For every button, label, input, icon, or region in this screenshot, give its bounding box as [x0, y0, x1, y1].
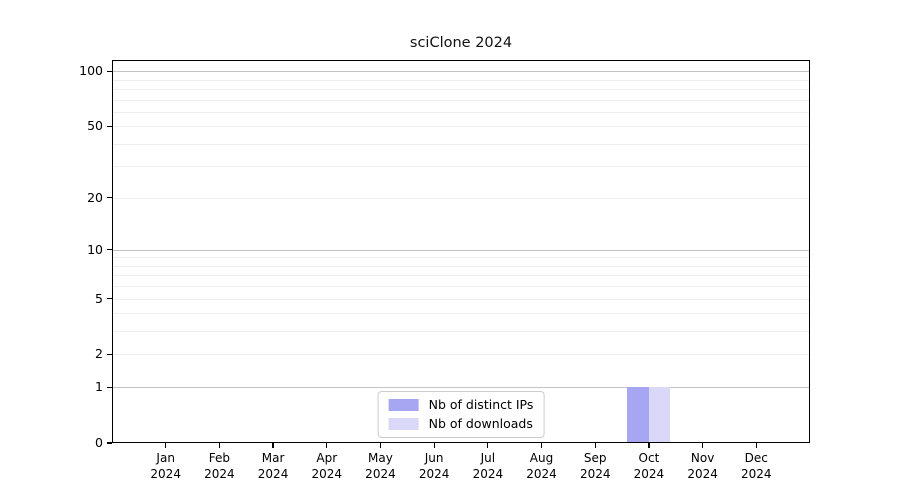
gridline-minor	[112, 197, 810, 199]
gridline-minor	[112, 286, 810, 288]
chart-title: sciClone 2024	[409, 35, 513, 51]
x-tick-label: Jan 2024	[150, 451, 181, 482]
legend: Nb of distinct IPs Nb of downloads	[377, 391, 545, 438]
gridline-minor	[112, 257, 810, 259]
legend-swatch-downloads	[388, 417, 419, 430]
x-tick-label: Jul 2024	[472, 451, 504, 482]
gridline-minor	[112, 126, 810, 128]
y-tick-label: 1	[95, 378, 103, 394]
bar-distinct-ips	[627, 387, 649, 443]
x-tick-label: Mar 2024	[257, 451, 289, 482]
x-tick-mark	[755, 443, 757, 448]
x-tick-mark	[487, 443, 489, 448]
x-tick-mark	[272, 443, 274, 448]
x-tick-label: Sep 2024	[579, 451, 611, 482]
gridline-major	[112, 249, 810, 251]
gridline-minor	[112, 88, 810, 90]
gridline-minor	[112, 99, 810, 101]
y-tick-mark	[107, 70, 112, 72]
x-tick-mark	[594, 443, 596, 448]
y-tick-label: 5	[95, 290, 103, 306]
gridline-minor	[112, 354, 810, 356]
legend-entry-distinct-ips: Nb of distinct IPs	[388, 397, 534, 412]
y-tick-mark	[107, 442, 112, 444]
x-tick-mark	[326, 443, 328, 448]
axes-spines	[112, 60, 810, 443]
x-tick-mark	[540, 443, 543, 448]
bar-downloads	[648, 387, 671, 443]
x-tick-mark	[648, 443, 650, 448]
x-tick-mark	[379, 443, 382, 448]
y-tick-label: 2	[95, 346, 103, 362]
y-tick-mark	[107, 125, 112, 127]
gridline-minor	[112, 265, 810, 267]
x-tick-label: Dec 2024	[741, 451, 772, 482]
legend-label-distinct-ips: Nb of distinct IPs	[428, 397, 534, 412]
legend-label-downloads: Nb of downloads	[428, 415, 533, 431]
y-tick-mark	[107, 197, 112, 199]
x-tick-label: Jun 2024	[418, 451, 450, 482]
y-tick-mark	[107, 353, 112, 356]
gridline-minor	[112, 298, 810, 300]
gridline-major	[112, 387, 810, 389]
gridline-minor	[112, 166, 810, 168]
y-tick-label: 0	[95, 434, 103, 450]
gridline-minor	[112, 143, 810, 145]
plot-area: Nb of distinct IPs Nb of downloads 0 1 2 5 1…	[79, 60, 810, 481]
y-tick-label: 20	[87, 189, 103, 205]
gridline-minor	[112, 331, 810, 333]
x-tick-mark	[165, 443, 167, 448]
y-tick-label: 10	[87, 241, 103, 257]
x-tick-label: Nov 2024	[687, 451, 718, 482]
x-tick-mark	[701, 443, 704, 448]
x-tick-label: Aug 2024	[526, 451, 557, 482]
x-tick-label: Oct 2024	[633, 451, 665, 482]
y-tick-label: 100	[79, 62, 103, 78]
legend-swatch-distinct-ips	[388, 399, 419, 412]
y-tick-mark	[107, 386, 112, 388]
x-tick-mark	[433, 443, 435, 448]
gridline-major	[112, 71, 810, 73]
gridline-minor	[112, 313, 810, 315]
x-tick-mark	[218, 443, 221, 448]
gridline-minor	[112, 79, 810, 81]
legend-entry-downloads: Nb of downloads	[388, 415, 534, 431]
x-tick-label: Feb 2024	[204, 451, 235, 482]
x-tick-label: Apr 2024	[311, 451, 343, 482]
gridline-minor	[112, 111, 810, 113]
y-tick-label: 50	[87, 117, 103, 133]
y-tick-mark	[107, 297, 112, 300]
gridline-minor	[112, 275, 810, 277]
y-tick-mark	[107, 249, 112, 251]
x-tick-label: May 2024	[365, 451, 396, 482]
